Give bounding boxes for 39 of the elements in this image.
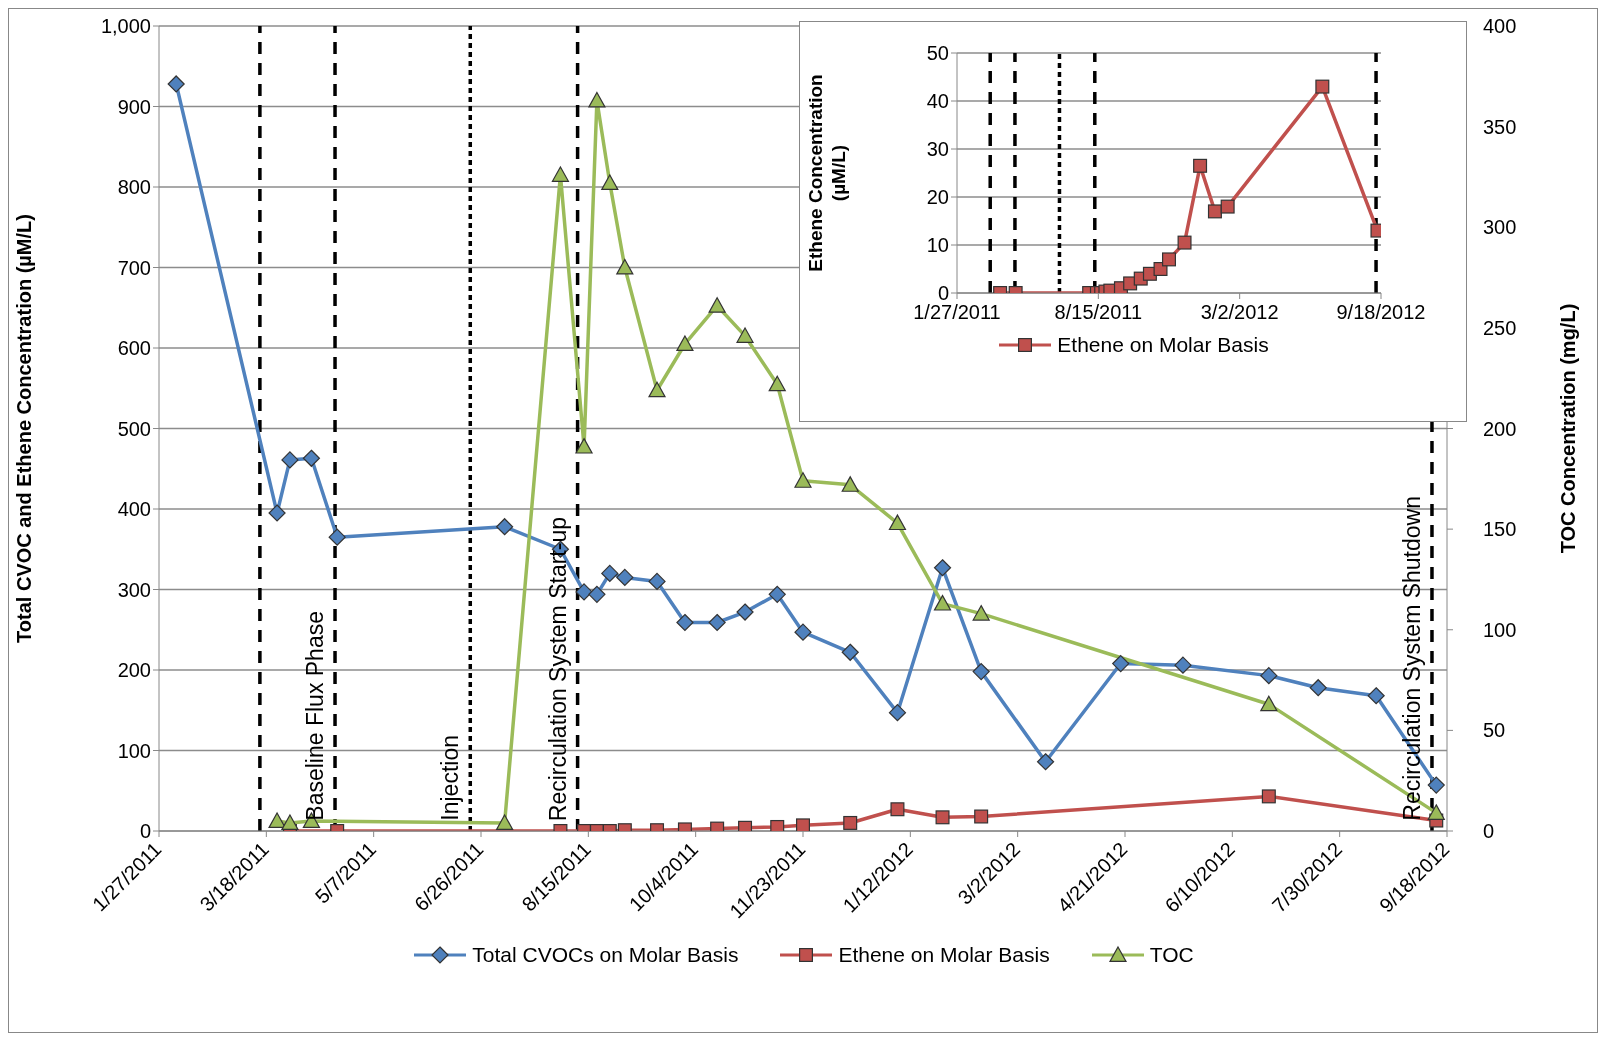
y2-tick-label: 300 (1483, 216, 1517, 239)
y2-tick-label: 150 (1483, 518, 1517, 541)
y-tick-label: 700 (117, 256, 151, 279)
y2-tick-label: 400 (1483, 15, 1517, 38)
y2-tick-label: 250 (1483, 316, 1517, 339)
y-axis-title: Total CVOC and Ethene Concentration (µM/L) (13, 214, 35, 643)
x-tick-label: 3/2/2012 (1200, 301, 1279, 324)
y2-tick-label: 350 (1483, 115, 1517, 138)
ref-line-label: Baseline Flux Phase (301, 611, 329, 821)
y2-tick-label: 50 (1483, 719, 1506, 742)
y-tick-label: 500 (117, 417, 151, 440)
y2-tick-label: 100 (1483, 618, 1517, 641)
ref-line-label: Injection (436, 735, 465, 821)
x-tick-label: 9/18/2012 (1336, 301, 1426, 324)
y-tick-label: 40 (926, 90, 949, 113)
x-tick-label: 8/15/2011 (1054, 301, 1143, 324)
y-axis-title: Ethene Concentration (µM/L) (805, 74, 849, 272)
y2-axis-title: TOC Concentration (mg/L) (1557, 303, 1579, 554)
y-tick-label: 50 (926, 42, 949, 65)
legend-label: Total CVOCs on Molar Basis (472, 943, 739, 967)
y-tick-label: 900 (117, 95, 151, 118)
y-tick-label: 0 (139, 820, 151, 843)
y-tick-label: 600 (117, 337, 151, 360)
y2-tick-label: 0 (1483, 820, 1495, 843)
legend-label: TOC (1149, 943, 1194, 967)
y-tick-label: 200 (117, 659, 151, 682)
y-tick-label: 100 (117, 739, 151, 762)
y-tick-label: 1,000 (100, 15, 151, 38)
y-tick-label: 400 (117, 498, 151, 521)
legend-label: Ethene on Molar Basis (1057, 333, 1269, 357)
y-tick-label: 10 (926, 234, 949, 257)
y-tick-label: 20 (926, 186, 949, 209)
y-tick-label: 800 (117, 176, 151, 199)
y2-tick-label: 200 (1483, 417, 1517, 440)
y-tick-label: 30 (926, 138, 949, 161)
legend-label: Ethene on Molar Basis (838, 943, 1050, 967)
y-tick-label: 300 (117, 578, 151, 601)
ref-line-label: Recirculation System Shutdown (1397, 496, 1426, 821)
ref-line-label: Recirculation System Start-up (543, 516, 572, 821)
